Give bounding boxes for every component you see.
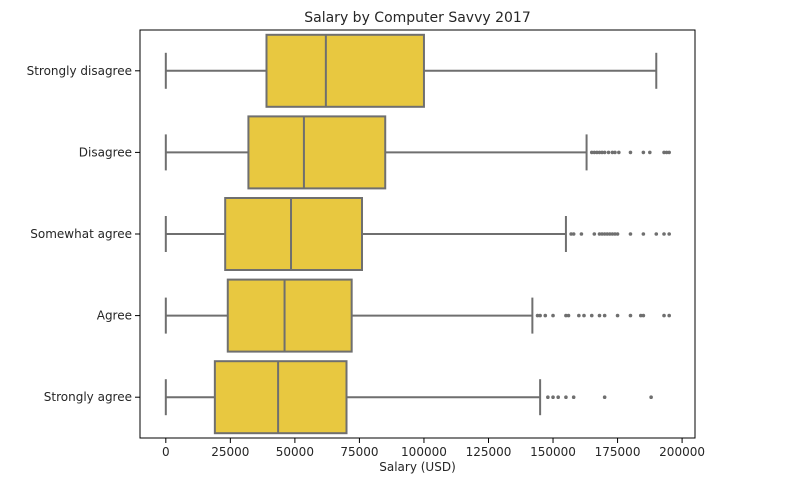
outlier-point xyxy=(597,313,602,318)
outlier-point xyxy=(617,150,621,155)
outlier-point xyxy=(602,232,607,236)
outlier-point xyxy=(664,150,669,155)
outlier-point xyxy=(543,313,548,318)
outlier-point xyxy=(638,313,643,318)
iqr-box xyxy=(213,360,348,435)
outlier-point xyxy=(566,313,571,318)
outlier-point xyxy=(564,313,568,318)
chart-title: Salary by Computer Savvy 2017 xyxy=(304,10,531,26)
outlier-point xyxy=(641,150,646,155)
outlier-point xyxy=(654,232,659,236)
outlier-point xyxy=(667,313,671,318)
outlier-point xyxy=(628,232,633,236)
outlier-point xyxy=(602,313,607,318)
outlier-point xyxy=(577,313,581,318)
x-tick-label: 50000 xyxy=(276,445,314,459)
outlier-point xyxy=(615,313,620,318)
x-tick-label: 75000 xyxy=(340,445,378,459)
outlier-point xyxy=(579,232,584,236)
x-tick-label: 25000 xyxy=(211,445,249,459)
outlier-point xyxy=(628,313,633,318)
outlier-point xyxy=(589,150,594,155)
outlier-point xyxy=(597,232,602,236)
box-group-1 xyxy=(164,115,671,190)
outlier-point xyxy=(613,150,617,155)
outlier-point xyxy=(589,313,594,318)
outlier-point xyxy=(649,395,653,400)
outlier-point xyxy=(662,150,666,155)
box-group-4 xyxy=(164,360,653,435)
outlier-point xyxy=(628,150,633,155)
outlier-point xyxy=(662,232,666,236)
x-tick-label: 0 xyxy=(162,445,170,459)
box-group-3 xyxy=(164,278,671,353)
outlier-point xyxy=(641,232,646,236)
outlier-point xyxy=(662,313,666,318)
outlier-point xyxy=(608,232,612,236)
outlier-point xyxy=(592,150,597,155)
y-tick-label: Strongly disagree xyxy=(27,64,132,78)
outlier-point xyxy=(538,313,542,318)
box-group-2 xyxy=(164,197,671,271)
box-group-0 xyxy=(164,33,658,108)
outlier-point xyxy=(610,150,615,155)
outlier-point xyxy=(535,313,540,318)
x-axis-title: Salary (USD) xyxy=(379,460,456,474)
outlier-point xyxy=(641,313,646,318)
y-tick-label: Agree xyxy=(97,309,132,323)
y-tick-label: Somewhat agree xyxy=(30,227,132,241)
outlier-point xyxy=(600,232,604,236)
outlier-point xyxy=(610,232,615,236)
x-tick-label: 150000 xyxy=(530,445,576,459)
outlier-point xyxy=(595,150,599,155)
outlier-point xyxy=(569,232,573,236)
iqr-box xyxy=(224,197,363,271)
outlier-point xyxy=(546,395,550,400)
outlier-point xyxy=(582,313,586,318)
outlier-point xyxy=(564,395,568,400)
outlier-point xyxy=(605,232,610,236)
iqr-box xyxy=(226,278,353,353)
outlier-point xyxy=(602,395,607,400)
outlier-point xyxy=(648,150,652,155)
outlier-point xyxy=(551,313,555,318)
iqr-box xyxy=(247,115,387,190)
outlier-point xyxy=(571,395,576,400)
plot-area xyxy=(164,33,671,435)
x-tick-label: 125000 xyxy=(466,445,512,459)
outlier-point xyxy=(600,150,604,155)
outlier-point xyxy=(592,232,597,236)
y-tick-label: Disagree xyxy=(79,145,132,159)
x-tick-label: 200000 xyxy=(659,445,705,459)
outlier-point xyxy=(597,150,602,155)
outlier-point xyxy=(613,232,617,236)
outlier-point xyxy=(551,395,555,400)
outlier-point xyxy=(667,232,671,236)
outlier-point xyxy=(615,232,620,236)
outlier-point xyxy=(606,150,611,155)
outlier-point xyxy=(602,150,607,155)
outlier-point xyxy=(556,395,560,400)
x-tick-label: 175000 xyxy=(595,445,641,459)
iqr-box xyxy=(265,33,425,108)
axes: 0 25000 50000 75000 100000 125000 150000 175000… xyxy=(27,29,705,459)
x-tick-label: 100000 xyxy=(401,445,447,459)
y-tick-label: Strongly agree xyxy=(44,390,132,404)
outlier-point xyxy=(571,232,576,236)
outlier-point xyxy=(667,150,671,155)
